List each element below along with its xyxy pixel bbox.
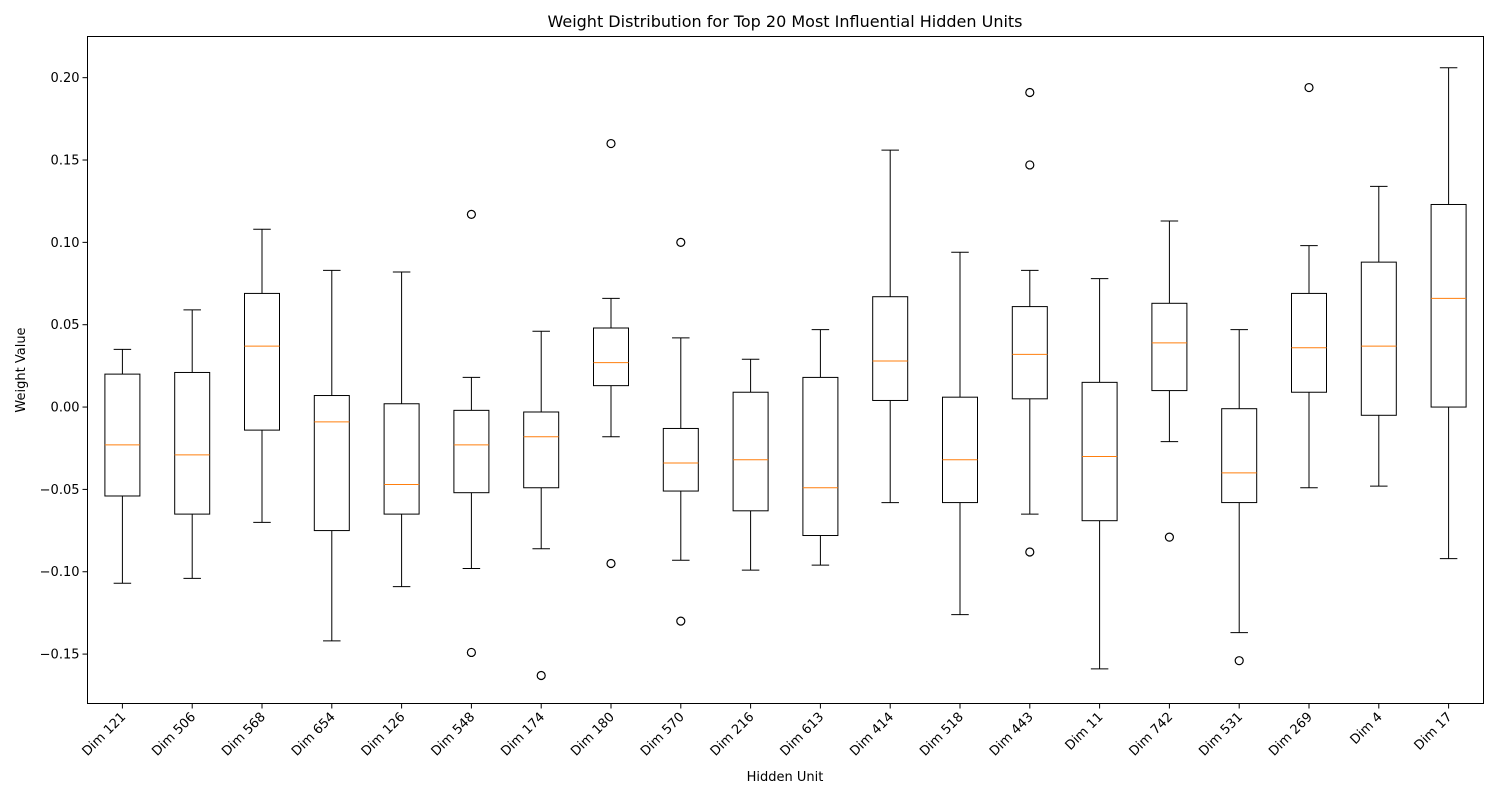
x-tick-label: Dim 11 — [1063, 710, 1107, 754]
box-item — [244, 228, 280, 523]
y-axis-title: Weight Value — [14, 327, 29, 412]
x-tick-label: Dim 568 — [219, 710, 269, 760]
x-tick-label: Dim 174 — [498, 710, 548, 760]
flier-point — [1025, 160, 1035, 170]
flier-point — [676, 237, 686, 247]
x-tick-label: Dim 518 — [917, 710, 967, 760]
flier-point — [466, 647, 476, 658]
flier-point — [1025, 87, 1035, 98]
box-item — [104, 348, 141, 584]
x-tick-label: Dim 216 — [708, 710, 758, 760]
box-rect — [662, 427, 699, 492]
y-tick-label: 0.05 — [51, 318, 80, 333]
y-tick-label: −0.10 — [40, 565, 80, 580]
plot-area — [87, 36, 1484, 704]
x-tick-label: Dim 269 — [1266, 710, 1316, 760]
box-rect — [1011, 306, 1048, 400]
box-item — [1360, 185, 1397, 487]
box-rect — [1430, 203, 1467, 408]
box-rect — [383, 403, 420, 515]
box-rect — [593, 327, 629, 387]
y-tick-label: 0.10 — [51, 236, 80, 251]
box-item — [1221, 329, 1258, 666]
y-tick-label: −0.15 — [40, 648, 80, 663]
box-item — [174, 309, 211, 579]
y-tick-label: 0.15 — [51, 154, 80, 169]
x-tick-label: Dim 613 — [778, 710, 828, 760]
flier-point — [606, 138, 616, 149]
x-tick-label: Dim 126 — [359, 710, 409, 760]
box-rect — [942, 396, 978, 504]
y-tick-label: 0.20 — [51, 71, 80, 86]
x-axis-title: Hidden Unit — [747, 770, 824, 785]
box-item — [383, 271, 420, 588]
x-axis: Dim 121 Dim 506 Dim 568 Dim 654 Dim 126 Dim 5… — [80, 703, 1456, 760]
box-item — [662, 237, 699, 626]
y-tick-label: 0.00 — [51, 401, 80, 416]
flier-point — [466, 209, 476, 219]
x-tick-label: Dim 548 — [429, 710, 479, 760]
x-tick-label: Dim 443 — [987, 710, 1037, 760]
flier-point — [536, 670, 546, 681]
box-item — [1151, 220, 1188, 542]
box-rect — [453, 409, 490, 494]
box-item — [1430, 67, 1467, 560]
box-rect — [1151, 302, 1188, 392]
chart-title: Weight Distribution for Top 20 Most Infl… — [547, 12, 1022, 31]
box-rect — [174, 371, 211, 515]
box-item — [523, 330, 560, 681]
x-tick-label: Dim 570 — [638, 710, 688, 760]
y-axis: −0.15 −0.10 −0.05 0.00 0.05 0.10 0.15 0.20 — [40, 71, 88, 663]
box-rect — [1081, 381, 1118, 522]
box-rect — [1360, 261, 1397, 416]
x-tick-label: Dim 506 — [149, 710, 199, 760]
x-tick-label: Dim 414 — [847, 710, 897, 760]
x-tick-label: Dim 180 — [568, 710, 618, 760]
box-item — [872, 149, 909, 504]
box-rect — [872, 296, 909, 401]
box-rect — [313, 395, 350, 532]
flier-point — [1304, 82, 1314, 93]
flier-point — [1234, 656, 1244, 666]
box-item — [1011, 87, 1048, 557]
flier-point — [1164, 532, 1175, 542]
box-rect — [1221, 408, 1258, 504]
boxes-group — [104, 67, 1467, 681]
box-item — [313, 269, 350, 642]
box-rect — [523, 411, 560, 489]
box-item — [593, 138, 629, 569]
x-tick-label: Dim 742 — [1127, 710, 1177, 760]
x-tick-label: Dim 654 — [289, 710, 339, 760]
x-tick-label: Dim 17 — [1412, 710, 1456, 754]
box-item — [942, 251, 978, 616]
x-tick-label: Dim 4 — [1348, 710, 1386, 748]
x-tick-label: Dim 121 — [80, 710, 130, 760]
box-rect — [104, 373, 141, 497]
y-tick-label: −0.05 — [40, 483, 80, 498]
box-item — [732, 358, 769, 571]
box-item — [1081, 278, 1118, 670]
box-item — [802, 329, 839, 566]
box-rect — [1291, 292, 1327, 393]
x-tick-label: Dim 531 — [1196, 710, 1246, 760]
flier-point — [676, 616, 686, 626]
box-rect — [732, 391, 769, 512]
box-rect — [802, 376, 839, 537]
flier-point — [606, 558, 616, 569]
box-rect — [244, 292, 280, 431]
box-item — [453, 209, 490, 658]
flier-point — [1025, 547, 1035, 557]
box-item — [1291, 82, 1327, 489]
